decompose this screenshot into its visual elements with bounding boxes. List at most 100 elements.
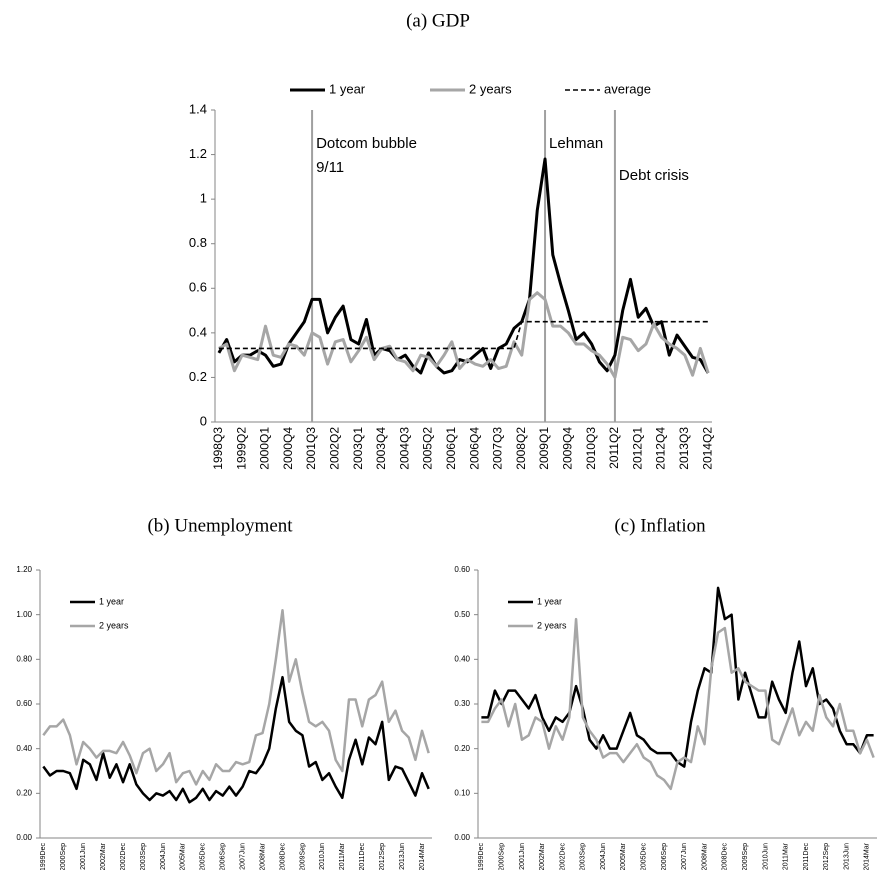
y-tick-label: 0.40: [454, 654, 470, 663]
x-tick-label: 2013Q3: [677, 427, 691, 470]
chart-title: (c) Inflation: [614, 515, 706, 536]
x-tick-label: 2004Q3: [397, 427, 411, 470]
x-tick-label: 2010Q3: [584, 427, 598, 470]
x-tick-label: 1998Q3: [211, 427, 225, 470]
x-tick-label: 2008Dec: [722, 843, 729, 870]
x-tick-label: 1999Dec: [478, 843, 485, 870]
y-tick-label: 0.30: [454, 699, 470, 708]
x-tick-label: 2011Q2: [607, 427, 621, 469]
legend-label: 2 years: [469, 81, 512, 96]
x-tick-label: 2008Mar: [259, 842, 266, 870]
x-tick-label: 1999Q2: [234, 427, 248, 470]
x-tick-label: 2004Jun: [600, 843, 607, 870]
series-line: [218, 291, 710, 379]
x-tick-label: 2013Jun: [399, 843, 406, 870]
y-tick-label: 0.50: [454, 610, 470, 619]
x-tick-label: 2000Q1: [258, 427, 272, 470]
event-label: 9/11: [316, 159, 344, 176]
x-tick-label: 2003Sep: [580, 843, 587, 870]
legend-label: 2 years: [537, 620, 567, 630]
chart-title: (a) GDP: [406, 10, 470, 31]
x-tick-label: 2009Q1: [537, 427, 551, 470]
x-tick-label: 2013Jun: [843, 843, 850, 870]
x-tick-label: 2011Dec: [359, 843, 366, 870]
y-tick-label: 0.00: [454, 833, 470, 842]
y-tick-label: 0.20: [454, 744, 470, 753]
series-line: [481, 617, 875, 791]
y-tick-label: 0.8: [189, 235, 207, 250]
x-tick-label: 2010Jun: [762, 843, 769, 870]
x-tick-label: 2011Mar: [339, 842, 346, 870]
legend-label: 1 year: [329, 81, 366, 96]
event-label: Debt crisis: [619, 167, 689, 184]
x-tick-label: 2006Q1: [444, 427, 458, 470]
x-tick-label: 2008Q2: [514, 427, 528, 470]
x-tick-label: 2011Dec: [803, 843, 810, 870]
y-tick-label: 1.2: [189, 146, 207, 161]
x-tick-label: 2005Q2: [421, 427, 435, 470]
x-tick-label: 2006Sep: [661, 843, 668, 870]
x-tick-label: 2009Sep: [742, 843, 749, 870]
y-tick-label: 0.60: [16, 699, 32, 708]
x-tick-label: 2014Q2: [700, 427, 714, 470]
y-tick-label: 1.00: [16, 610, 32, 619]
event-label: Lehman: [549, 135, 603, 152]
y-tick-label: 0.00: [16, 833, 32, 842]
x-tick-label: 2008Dec: [279, 843, 286, 870]
x-tick-label: 2012Q1: [630, 427, 644, 470]
x-tick-label: 2005Mar: [180, 842, 187, 870]
x-tick-label: 2003Sep: [140, 843, 147, 870]
series-line: [42, 675, 430, 804]
legend-label: 1 year: [537, 596, 562, 606]
series-line: [481, 586, 874, 768]
x-tick-label: 2002Mar: [539, 842, 546, 870]
x-tick-label: 2005Dec: [641, 843, 648, 870]
x-tick-label: 2012Q4: [654, 427, 668, 470]
y-tick-label: 0: [200, 413, 207, 428]
y-tick-label: 0.6: [189, 280, 207, 295]
y-tick-label: 0.2: [189, 369, 207, 384]
x-tick-label: 2010Jun: [319, 843, 326, 870]
x-tick-label: 2005Dec: [200, 843, 207, 870]
series-line: [218, 320, 709, 350]
x-tick-label: 2014Mar: [864, 842, 871, 870]
chart-title: (b) Unemployment: [147, 515, 293, 536]
x-tick-label: 2005Mar: [620, 842, 627, 870]
y-tick-label: 0.40: [16, 744, 32, 753]
x-tick-label: 2003Q1: [351, 427, 365, 470]
x-tick-label: 2001Q3: [304, 427, 318, 470]
x-tick-label: 2012Sep: [379, 843, 386, 870]
series-line: [42, 608, 430, 786]
legend-label: 2 years: [99, 620, 129, 630]
y-tick-label: 0.80: [16, 654, 32, 663]
y-tick-label: 0.20: [16, 788, 32, 797]
x-tick-label: 2009Sep: [299, 843, 306, 870]
x-tick-label: 2002Dec: [120, 843, 127, 870]
series-line: [217, 157, 710, 375]
x-tick-label: 2012Sep: [823, 843, 830, 870]
y-tick-label: 1: [200, 191, 207, 206]
event-label: Dotcom bubble: [316, 135, 417, 152]
x-tick-label: 2007Q3: [491, 427, 505, 470]
x-tick-label: 2002Q2: [328, 427, 342, 470]
x-tick-label: 2001Jun: [519, 843, 526, 870]
x-tick-label: 2000Q4: [281, 427, 295, 470]
x-tick-label: 2001Jun: [80, 843, 87, 870]
x-tick-label: 2000Sep: [60, 843, 67, 870]
x-tick-label: 2007Jun: [681, 843, 688, 870]
x-tick-label: 2004Jun: [160, 843, 167, 870]
x-tick-label: 2000Sep: [499, 843, 506, 870]
y-tick-label: 1.20: [16, 565, 32, 574]
y-tick-label: 1.4: [189, 101, 207, 116]
x-tick-label: 2009Q4: [561, 427, 575, 470]
x-tick-label: 2011Mar: [783, 842, 790, 870]
x-tick-label: 2008Mar: [701, 842, 708, 870]
legend-label: 1 year: [99, 596, 124, 606]
y-tick-label: 0.4: [189, 324, 207, 339]
x-tick-label: 1999Dec: [40, 843, 47, 870]
y-tick-label: 0.60: [454, 565, 470, 574]
x-tick-label: 2007Jun: [239, 843, 246, 870]
x-tick-label: 2003Q4: [374, 427, 388, 470]
x-tick-label: 2002Dec: [559, 843, 566, 870]
